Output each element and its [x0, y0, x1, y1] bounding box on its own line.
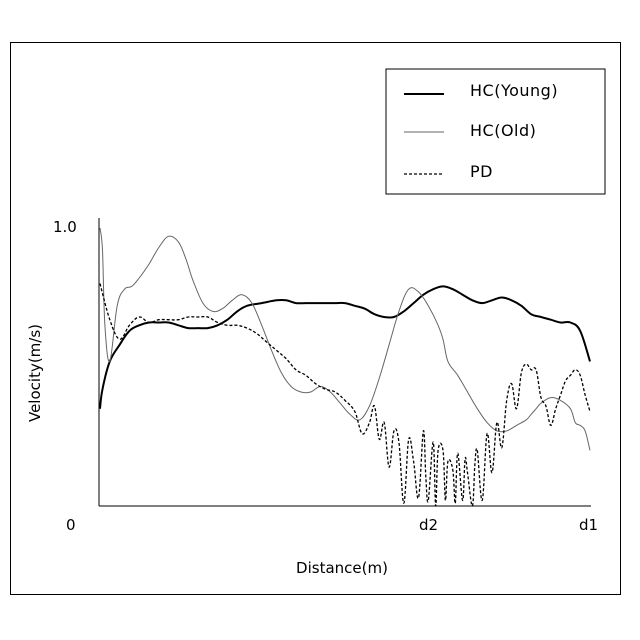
- legend-label-hc-old: HC(Old): [470, 121, 536, 140]
- chart-frame: 1.0 0 d2 d1 Distance(m) Velocity(m/s) HC…: [10, 42, 621, 595]
- legend-label-pd: PD: [470, 162, 493, 181]
- x-tick-label-d1: d1: [579, 516, 598, 534]
- series-line-pd: [100, 284, 590, 506]
- x-tick-label-0: 0: [66, 516, 76, 534]
- chart-svg: 1.0 0 d2 d1 Distance(m) Velocity(m/s) HC…: [11, 43, 622, 596]
- x-tick-label-d2: d2: [419, 516, 438, 534]
- x-axis-title: Distance(m): [296, 559, 388, 577]
- y-axis-title: Velocity(m/s): [26, 324, 44, 422]
- legend: HC(Young) HC(Old) PD: [386, 69, 605, 194]
- y-tick-label-1: 1.0: [53, 218, 77, 236]
- legend-label-hc-young: HC(Young): [470, 81, 558, 100]
- series-line-hc-young: [100, 286, 590, 408]
- series-line-hc-old: [100, 228, 590, 450]
